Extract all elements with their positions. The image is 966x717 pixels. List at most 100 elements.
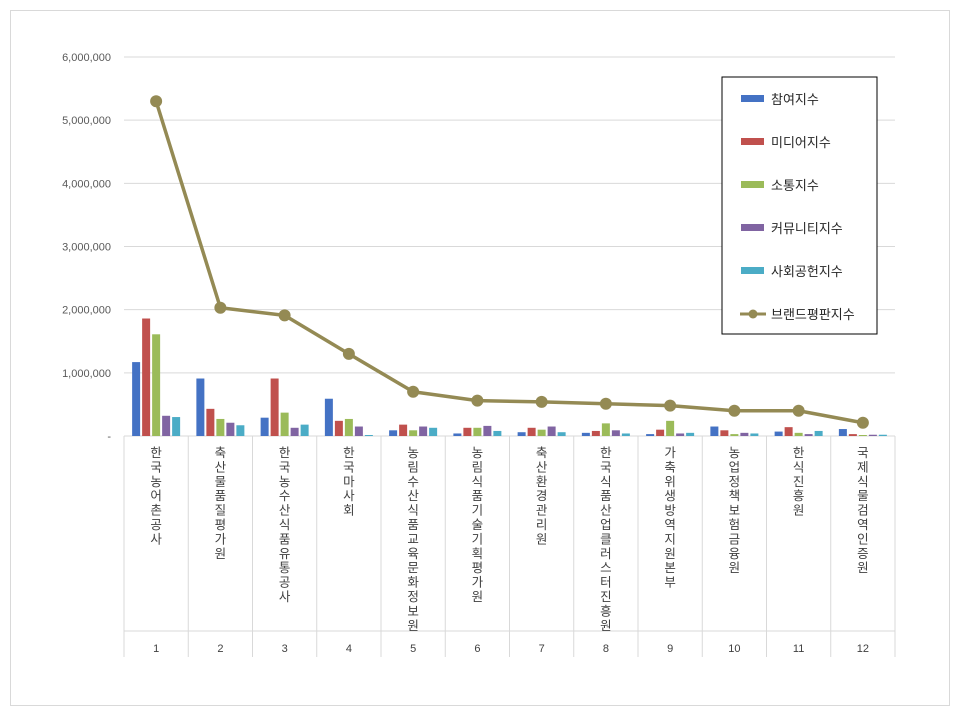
bar-4 <box>162 415 171 436</box>
bar-5 <box>878 434 887 436</box>
bar-2 <box>270 378 279 436</box>
reputation-point <box>856 416 869 429</box>
bar-1 <box>324 398 333 436</box>
category-index: 4 <box>346 643 352 655</box>
y-tick-label: 5,000,000 <box>62 115 111 127</box>
bar-3 <box>280 412 289 436</box>
legend-box <box>721 76 878 335</box>
y-tick-label: 4,000,000 <box>62 178 111 190</box>
bar-5 <box>621 433 630 436</box>
bar-2 <box>206 408 215 436</box>
category-index: 3 <box>282 643 288 655</box>
reputation-point <box>664 399 677 412</box>
bar-3 <box>409 430 418 436</box>
bar-5 <box>300 424 309 436</box>
reputation-point <box>342 347 355 360</box>
bar-2 <box>656 429 665 436</box>
bar-5 <box>750 433 759 436</box>
category-index: 10 <box>728 643 740 655</box>
bar-4 <box>419 426 428 436</box>
bar-1 <box>132 362 141 436</box>
bar-2 <box>784 427 793 436</box>
bar-3 <box>537 429 546 436</box>
bar-1 <box>646 434 655 436</box>
category-index: 7 <box>539 643 545 655</box>
reputation-point <box>278 309 291 322</box>
category-index: 11 <box>793 643 804 655</box>
bar-4 <box>740 432 749 436</box>
bar-5 <box>172 417 181 436</box>
bars <box>132 318 887 436</box>
bar-2 <box>334 420 343 436</box>
reputation-point <box>150 95 163 108</box>
reputation-point <box>728 404 741 417</box>
category-index: 9 <box>667 643 673 655</box>
legend-swatch <box>741 138 764 145</box>
bar-4 <box>354 426 363 436</box>
bar-4 <box>483 425 492 436</box>
reputation-line <box>150 95 869 429</box>
legend-swatch <box>741 267 764 274</box>
category-index: 2 <box>217 643 223 655</box>
bar-3 <box>601 423 610 436</box>
bar-1 <box>453 433 462 436</box>
bar-2 <box>848 434 857 436</box>
category-index: 8 <box>603 643 609 655</box>
bar-2 <box>399 424 408 436</box>
legend-marker <box>748 309 758 319</box>
bar-3 <box>730 434 739 436</box>
bar-3 <box>344 418 353 436</box>
reputation-point <box>535 395 548 408</box>
legend-label: 브랜드평판지수 <box>771 308 855 323</box>
bar-5 <box>236 425 245 436</box>
bar-3 <box>666 420 675 436</box>
bar-4 <box>611 430 620 436</box>
legend-label: 소통지수 <box>771 179 819 194</box>
bar-1 <box>196 378 205 436</box>
y-tick-label: - <box>107 431 111 443</box>
bar-1 <box>517 432 526 436</box>
legend-label: 참여지수 <box>771 93 819 108</box>
reputation-line-path <box>154 100 864 425</box>
y-axis-tick-labels: - 1,000,000 2,000,000 3,000,000 4,000,000 5,0… <box>62 52 111 443</box>
bar-2 <box>591 430 600 436</box>
legend-swatch <box>741 224 764 231</box>
y-tick-label: 1,000,000 <box>62 368 111 380</box>
bar-1 <box>838 429 847 436</box>
category-index: 6 <box>474 643 480 655</box>
bar-5 <box>686 432 695 436</box>
bar-1 <box>774 431 783 436</box>
bar-1 <box>389 430 398 436</box>
y-tick-label: 2,000,000 <box>62 305 111 317</box>
reputation-point <box>471 394 484 407</box>
legend-label: 커뮤니티지수 <box>771 222 843 237</box>
reputation-point <box>214 301 227 314</box>
reputation-point <box>599 397 612 410</box>
bar-5 <box>557 432 566 436</box>
bar-3 <box>216 418 225 436</box>
bar-1 <box>710 426 719 436</box>
y-tick-label: 3,000,000 <box>62 242 111 254</box>
bar-4 <box>868 434 877 436</box>
bar-4 <box>676 433 685 436</box>
bar-2 <box>142 318 151 436</box>
x-axis-category-labels: 한 국 농 어 촌 공 사 1 축 산 물 품 질 평 가 원 2 한 국 농 수 산 식 품 유 통 공 사 3 한 국 마 사 회 4 농 림 수 산 식… <box>123 436 896 657</box>
bar-2 <box>527 427 536 436</box>
bar-5 <box>364 435 373 436</box>
bar-3 <box>152 334 161 436</box>
category-index: 1 <box>153 643 159 655</box>
legend-label: 사회공헌지수 <box>771 265 843 280</box>
bar-5 <box>493 430 502 436</box>
bar-5 <box>814 430 823 436</box>
